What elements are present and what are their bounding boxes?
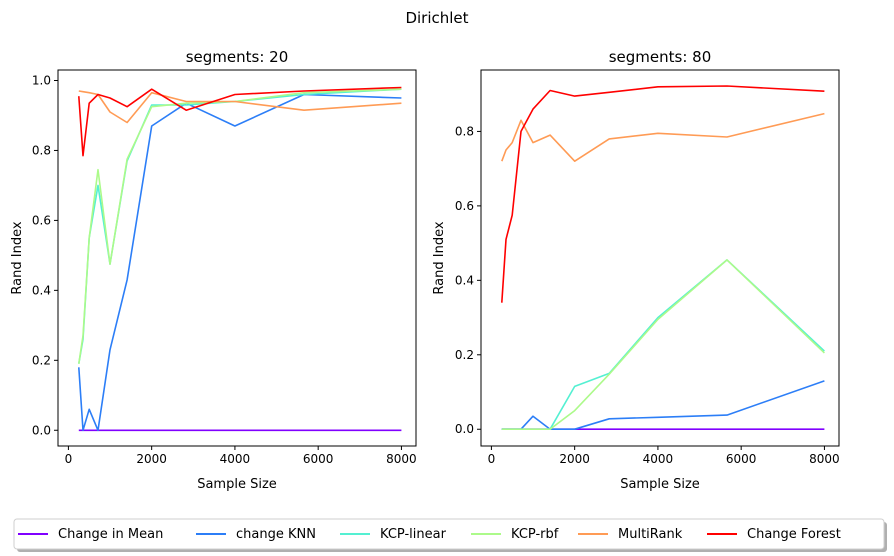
y-axis-label: Rand Index [10,221,25,294]
series-line-kcp-rbf [501,259,825,431]
y-tick-label: 0.4 [455,273,474,287]
x-tick-label: 6000 [726,452,757,466]
x-tick-label: 2000 [136,452,167,466]
legend-frame [13,518,885,550]
x-axis-label: Sample Size [197,477,277,492]
legend-label: Change Forest [747,527,841,542]
y-tick-label: 0.0 [32,423,51,437]
legend: Change in Mean change KNN KCP-linear KCP-rb… [13,518,887,552]
y-tick-label: 1.0 [32,73,51,87]
y-tick-label: 0.6 [32,213,51,227]
figure-title: Dirichlet [405,9,468,27]
y-tick-label: 0.6 [455,199,474,213]
legend-label: MultiRank [618,527,683,542]
y-tick-label: 0.2 [32,353,51,367]
x-tick-label: 0 [488,452,496,466]
subplot-segments-80: segments: 80 Sample Size Rand Index 0 200… [432,48,840,492]
x-tick-label: 4000 [643,452,674,466]
series-line-multirank [78,90,402,124]
series-line-change-knn [501,380,825,431]
legend-label: KCP-linear [380,527,447,542]
x-tick-label: 2000 [559,452,590,466]
x-tick-label: 4000 [220,452,251,466]
axes-frame [480,69,840,447]
x-tick-label: 6000 [303,452,334,466]
y-tick-label: 0.0 [455,422,474,436]
series-line-change-knn [78,93,402,432]
subplot-segments-20: segments: 20 Sample Size Rand Index 0 200… [10,48,417,492]
y-tick-label: 0.8 [32,143,51,157]
legend-label: change KNN [236,527,316,542]
series-line-multirank [501,112,825,162]
subplot-title: segments: 80 [609,48,712,66]
series-line-change-forest [78,86,402,157]
x-tick-label: 8000 [809,452,840,466]
y-axis-label: Rand Index [432,221,447,294]
subplot-title: segments: 20 [186,48,289,66]
series-line-change-forest [501,85,825,303]
x-axis-label: Sample Size [620,477,700,492]
axes-frame [57,69,417,447]
x-tick-label: 0 [65,452,73,466]
x-tick-label: 8000 [386,452,417,466]
y-tick-label: 0.2 [455,348,474,362]
y-tick-label: 0.4 [32,283,51,297]
legend-label: Change in Mean [58,527,163,542]
series-line-kcp-rbf [78,88,402,364]
legend-label: KCP-rbf [511,527,559,542]
y-tick-label: 0.8 [455,124,474,138]
series-line-kcp-linear [78,88,402,364]
series-line-kcp-linear [501,259,825,431]
